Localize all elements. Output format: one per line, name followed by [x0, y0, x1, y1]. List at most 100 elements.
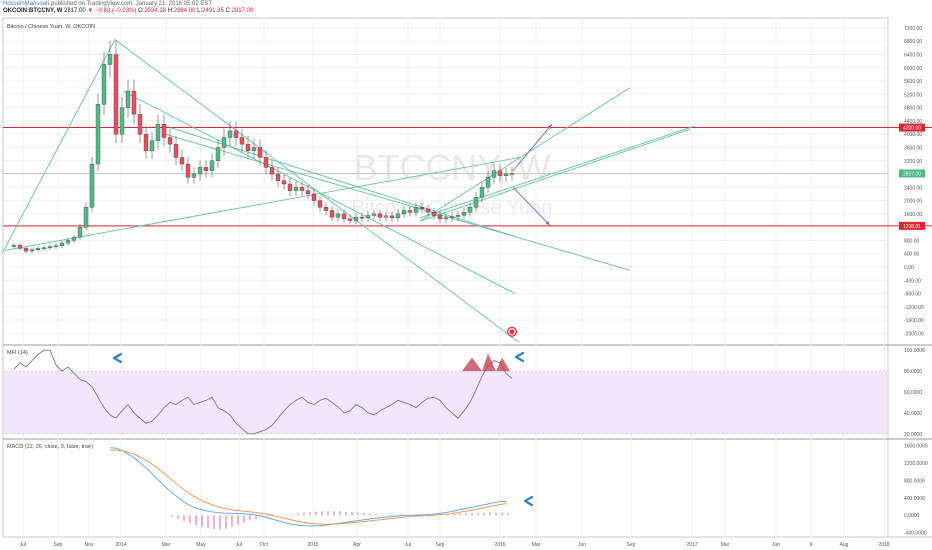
- mfi-tick-label: 80.0000: [904, 369, 922, 375]
- x-tick-label: Aug: [840, 542, 849, 548]
- candle-body: [167, 137, 173, 145]
- candle-body: [491, 170, 497, 178]
- macd-tick-label: 0.0000: [904, 513, 920, 519]
- x-tick-label: May: [196, 542, 206, 548]
- candle-body: [41, 247, 47, 249]
- candle-body: [287, 183, 293, 191]
- candle-body: [245, 143, 251, 151]
- candle-body: [29, 249, 35, 252]
- candle-body: [83, 207, 89, 228]
- candle-body: [95, 104, 101, 165]
- mfi-band: [2, 370, 889, 435]
- ohlc-line: OKCOIN:BTCCNY, W 2817.00 ▼ −0.83 (−0.03%…: [3, 8, 253, 14]
- candle-body: [215, 147, 221, 161]
- candle-body: [197, 167, 203, 175]
- candle-body: [467, 207, 473, 213]
- trend-line: [419, 125, 696, 219]
- projection-arrowhead: [547, 124, 552, 130]
- candle-body: [71, 236, 77, 241]
- event-marker-dot: [510, 329, 514, 334]
- x-tick-label: 2018: [878, 542, 889, 548]
- chart-title: Bitcoin / Chinese Yuan, W, OKCOIN: [7, 24, 95, 30]
- x-tick-label: 2017: [686, 542, 697, 548]
- mfi-tick-label: 60.0000: [904, 390, 922, 396]
- candle-body: [251, 147, 257, 151]
- candle-body: [35, 248, 41, 250]
- macd-tick-label: 1200.0000: [904, 461, 928, 467]
- y-tick-label: 5200.00: [904, 92, 922, 98]
- x-tick-label: Mar: [532, 542, 541, 548]
- high-label: H:: [167, 8, 174, 14]
- author-link[interactable]: HosseinMansouri: [3, 1, 50, 7]
- candle-body: [53, 245, 59, 247]
- x-tick-label: 2016: [494, 542, 505, 548]
- candle-body: [191, 173, 197, 178]
- candle-body: [113, 54, 119, 135]
- mfi-tick-label: 100.0000: [904, 348, 925, 354]
- candle-body: [485, 177, 491, 188]
- candle-body: [293, 187, 299, 191]
- projection-arrow: [512, 123, 553, 172]
- macd-tick-label: 1600.0000: [904, 444, 928, 450]
- candle-body: [455, 214, 461, 217]
- candle-body: [419, 207, 425, 210]
- candle-body: [407, 210, 413, 213]
- candle-body: [377, 213, 383, 218]
- x-tick-label: Sep: [627, 542, 636, 548]
- signal-line: [110, 449, 507, 525]
- x-tick-label: Nov: [85, 542, 94, 548]
- candle-body: [155, 124, 161, 142]
- y-tick-label: 4000.00: [904, 132, 922, 138]
- mfi-title: MFI (14): [7, 350, 28, 356]
- x-tick-label: Sep: [436, 542, 445, 548]
- y-tick-label: -1600.00: [904, 318, 924, 324]
- candle-body: [431, 212, 437, 216]
- trend-line: [419, 87, 631, 222]
- y-tick-label: 2000.00: [904, 199, 922, 205]
- macd-tick-label: 400.0000: [904, 496, 925, 502]
- macd-title: MACD (12, 26, close, 9, false, true): [7, 444, 93, 450]
- y-tick-label: 400.00: [904, 252, 920, 258]
- candle-body: [305, 190, 311, 195]
- candle-body: [473, 197, 479, 208]
- candle-body: [137, 114, 143, 135]
- pattern-triangle: [496, 357, 510, 372]
- price-tag-label: 4200.00: [903, 126, 921, 132]
- candle-body: [425, 208, 431, 213]
- price-tag: [899, 169, 925, 178]
- candle-body: [263, 157, 269, 168]
- candle-body: [479, 187, 485, 198]
- candle-body: [143, 133, 149, 151]
- mfi-line: [13, 349, 513, 435]
- y-tick-label: 4400.00: [904, 119, 922, 125]
- x-tick-label: Oct: [260, 542, 268, 548]
- candle-body: [233, 130, 239, 138]
- candle-body: [329, 210, 335, 218]
- y-tick-label: -1200.00: [904, 305, 924, 311]
- high-value: 2884.00: [173, 8, 196, 14]
- annotation-arrow: [523, 495, 534, 507]
- macd-tick-label: -400.0000: [904, 531, 927, 537]
- y-tick-label: 5600.00: [904, 79, 922, 85]
- candle-body: [185, 163, 191, 178]
- trend-line: [4, 156, 521, 251]
- candle-body: [335, 213, 341, 218]
- projection-arrowhead: [545, 220, 550, 226]
- x-tick-label: Mar: [162, 542, 171, 548]
- candle-body: [221, 137, 227, 148]
- y-tick-label: -400.00: [904, 278, 921, 284]
- publish-line: HosseinMansouri published on TradingView…: [3, 1, 212, 7]
- y-tick-label: 3200.00: [904, 159, 922, 165]
- candle-body: [347, 218, 353, 221]
- candle-body: [503, 173, 509, 176]
- candle-body: [11, 245, 17, 247]
- price-tag: [899, 221, 925, 230]
- candle-body: [77, 226, 83, 238]
- y-tick-label: 6000.00: [904, 66, 922, 72]
- candle-body: [65, 240, 71, 244]
- candle-body: [257, 147, 263, 158]
- mfi-tick-label: 20.0000: [904, 432, 922, 438]
- y-tick-label: 2400.00: [904, 185, 922, 191]
- candle-body: [371, 213, 377, 216]
